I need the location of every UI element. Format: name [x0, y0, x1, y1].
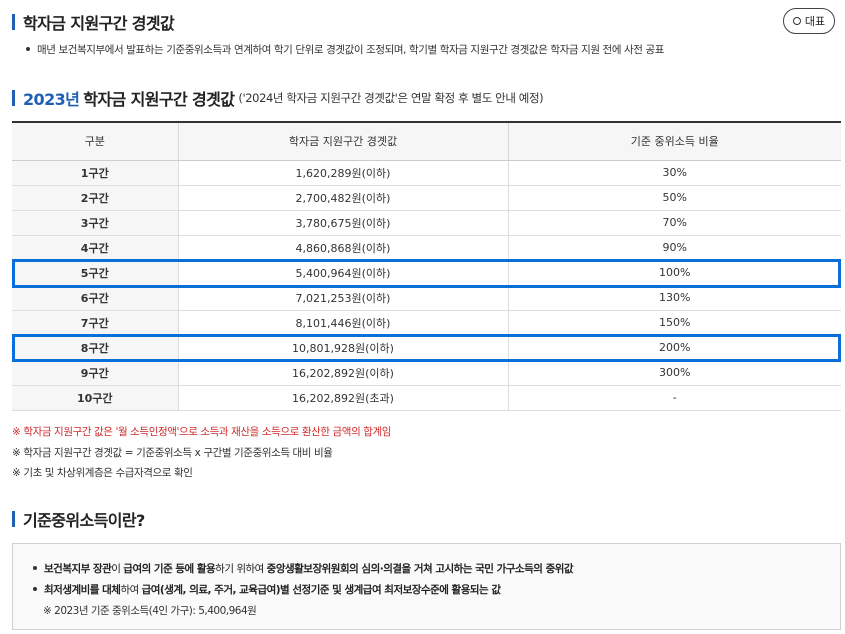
row-category: 7구간: [12, 310, 179, 336]
footnote-basic: ※ 기초 및 차상위계층은 수급자격으로 확인: [12, 467, 193, 479]
table-row: 10구간 16,202,892원(초과) -: [12, 385, 841, 411]
row-category: 6구간: [12, 285, 179, 311]
median-income-title: 기준중위소득이란?: [12, 507, 145, 531]
row-ratio: -: [508, 385, 841, 411]
row-category: 8구간: [12, 335, 179, 361]
table-section-title: 2023년 학자금 지원구간 경곗값 ('2024년 학자금 지원구간 경곗값'…: [12, 86, 544, 110]
row-category: 5구간: [12, 260, 179, 286]
page-title-text: 학자금 지원구간 경곗값: [23, 14, 175, 33]
table-row: 1구간 1,620,289원(이하) 30%: [12, 160, 841, 186]
table-row: 8구간 10,801,928원(이하) 200%: [12, 335, 841, 361]
definition-line-1: 보건복지부 장관이 급여의 기준 등에 활용하기 위하여 중앙생활보장위원회의 …: [33, 560, 840, 581]
row-category: 9구간: [12, 360, 179, 386]
circle-icon: [792, 17, 801, 25]
row-ratio: 300%: [508, 360, 841, 386]
text-bold: 중앙생활보장위원회의 심의·의결을 거쳐 고시하는 국민 가구소득의 중위값: [266, 563, 574, 575]
definition-line-2: 최저생계비를 대체하여 급여(생계, 의료, 주거, 교육급여)별 선정기준 및…: [33, 581, 840, 602]
text-bold: 급여의 기준 등에 활용: [123, 563, 216, 575]
footnote-income: ※ 학자금 지원구간 값은 '월 소득인정액'으로 소득과 재산을 소득으로 환…: [12, 426, 392, 438]
title-bar: [12, 90, 15, 106]
row-threshold: 10,801,928원(이하): [178, 335, 509, 361]
median-income-box: 보건복지부 장관이 급여의 기준 등에 활용하기 위하여 중앙생활보장위원회의 …: [12, 543, 841, 630]
row-ratio: 100%: [508, 260, 841, 286]
text: 하여: [120, 584, 142, 596]
row-category: 10구간: [12, 385, 179, 411]
header-category: 구분: [12, 122, 179, 161]
row-threshold: 7,021,253원(이하): [178, 285, 509, 311]
row-threshold: 16,202,892원(이하): [178, 360, 509, 386]
row-threshold: 4,860,868원(이하): [178, 235, 509, 261]
table-row: 5구간 5,400,964원(이하) 100%: [12, 260, 841, 286]
row-ratio: 70%: [508, 210, 841, 236]
text-bold: 급여(생계, 의료, 주거, 교육급여)별 선정기준 및 생계급여 최저보장수준…: [141, 584, 501, 596]
footnote-formula: ※ 학자금 지원구간 경곗값 = 기준중위소득 x 구간별 기준중위소득 대비 …: [12, 447, 333, 459]
row-category: 1구간: [12, 160, 179, 186]
text-bold: 보건복지부 장관: [44, 563, 112, 575]
row-ratio: 30%: [508, 160, 841, 186]
bullet-icon: [33, 587, 37, 591]
row-threshold: 3,780,675원(이하): [178, 210, 509, 236]
row-threshold: 16,202,892원(초과): [178, 385, 509, 411]
table-title: 학자금 지원구간 경곗값: [83, 90, 235, 109]
table-row: 9구간 16,202,892원(이하) 300%: [12, 360, 841, 386]
text-bold: 최저생계비를 대체: [44, 584, 121, 596]
badge-button[interactable]: 대표: [783, 8, 835, 34]
median-income-value: ※ 2023년 기준 중위소득(4인 가구): 5,400,964원: [43, 605, 257, 617]
header-threshold: 학자금 지원구간 경곗값: [178, 122, 509, 161]
page-title: 학자금 지원구간 경곗값: [12, 10, 175, 34]
table-subtitle: ('2024년 학자금 지원구간 경곗값'은 연말 확정 후 별도 안내 예정): [238, 91, 544, 105]
row-threshold: 8,101,446원(이하): [178, 310, 509, 336]
median-income-title-text: 기준중위소득이란?: [23, 511, 145, 530]
table-header-row: 구분 학자금 지원구간 경곗값 기준 중위소득 비율: [12, 122, 841, 161]
bullet-icon: [26, 47, 30, 51]
text: 하기 위하여: [215, 563, 267, 575]
row-ratio: 130%: [508, 285, 841, 311]
row-category: 4구간: [12, 235, 179, 261]
table-row: 4구간 4,860,868원(이하) 90%: [12, 235, 841, 261]
badge-label: 대표: [804, 15, 826, 28]
table-year: 2023년: [23, 90, 80, 109]
income-bracket-table: 구분 학자금 지원구간 경곗값 기준 중위소득 비율 1구간 1,620,289원…: [12, 121, 841, 411]
title-bar: [12, 511, 15, 527]
intro-note-text: 매년 보건복지부에서 발표하는 기준중위소득과 연계하여 학기 단위로 경곗값이…: [37, 44, 664, 56]
row-category: 2구간: [12, 185, 179, 211]
header-ratio: 기준 중위소득 비율: [508, 122, 841, 161]
row-threshold: 2,700,482원(이하): [178, 185, 509, 211]
row-threshold: 5,400,964원(이하): [178, 260, 509, 286]
table-row: 2구간 2,700,482원(이하) 50%: [12, 185, 841, 211]
row-ratio: 50%: [508, 185, 841, 211]
table-row: 7구간 8,101,446원(이하) 150%: [12, 310, 841, 336]
row-ratio: 150%: [508, 310, 841, 336]
bullet-icon: [33, 566, 37, 570]
table-row: 6구간 7,021,253원(이하) 130%: [12, 285, 841, 311]
table-row: 3구간 3,780,675원(이하) 70%: [12, 210, 841, 236]
row-ratio: 200%: [508, 335, 841, 361]
text: 이: [111, 563, 124, 575]
row-category: 3구간: [12, 210, 179, 236]
intro-note: 매년 보건복지부에서 발표하는 기준중위소득과 연계하여 학기 단위로 경곗값이…: [26, 42, 664, 57]
row-ratio: 90%: [508, 235, 841, 261]
row-threshold: 1,620,289원(이하): [178, 160, 509, 186]
title-bar: [12, 14, 15, 30]
